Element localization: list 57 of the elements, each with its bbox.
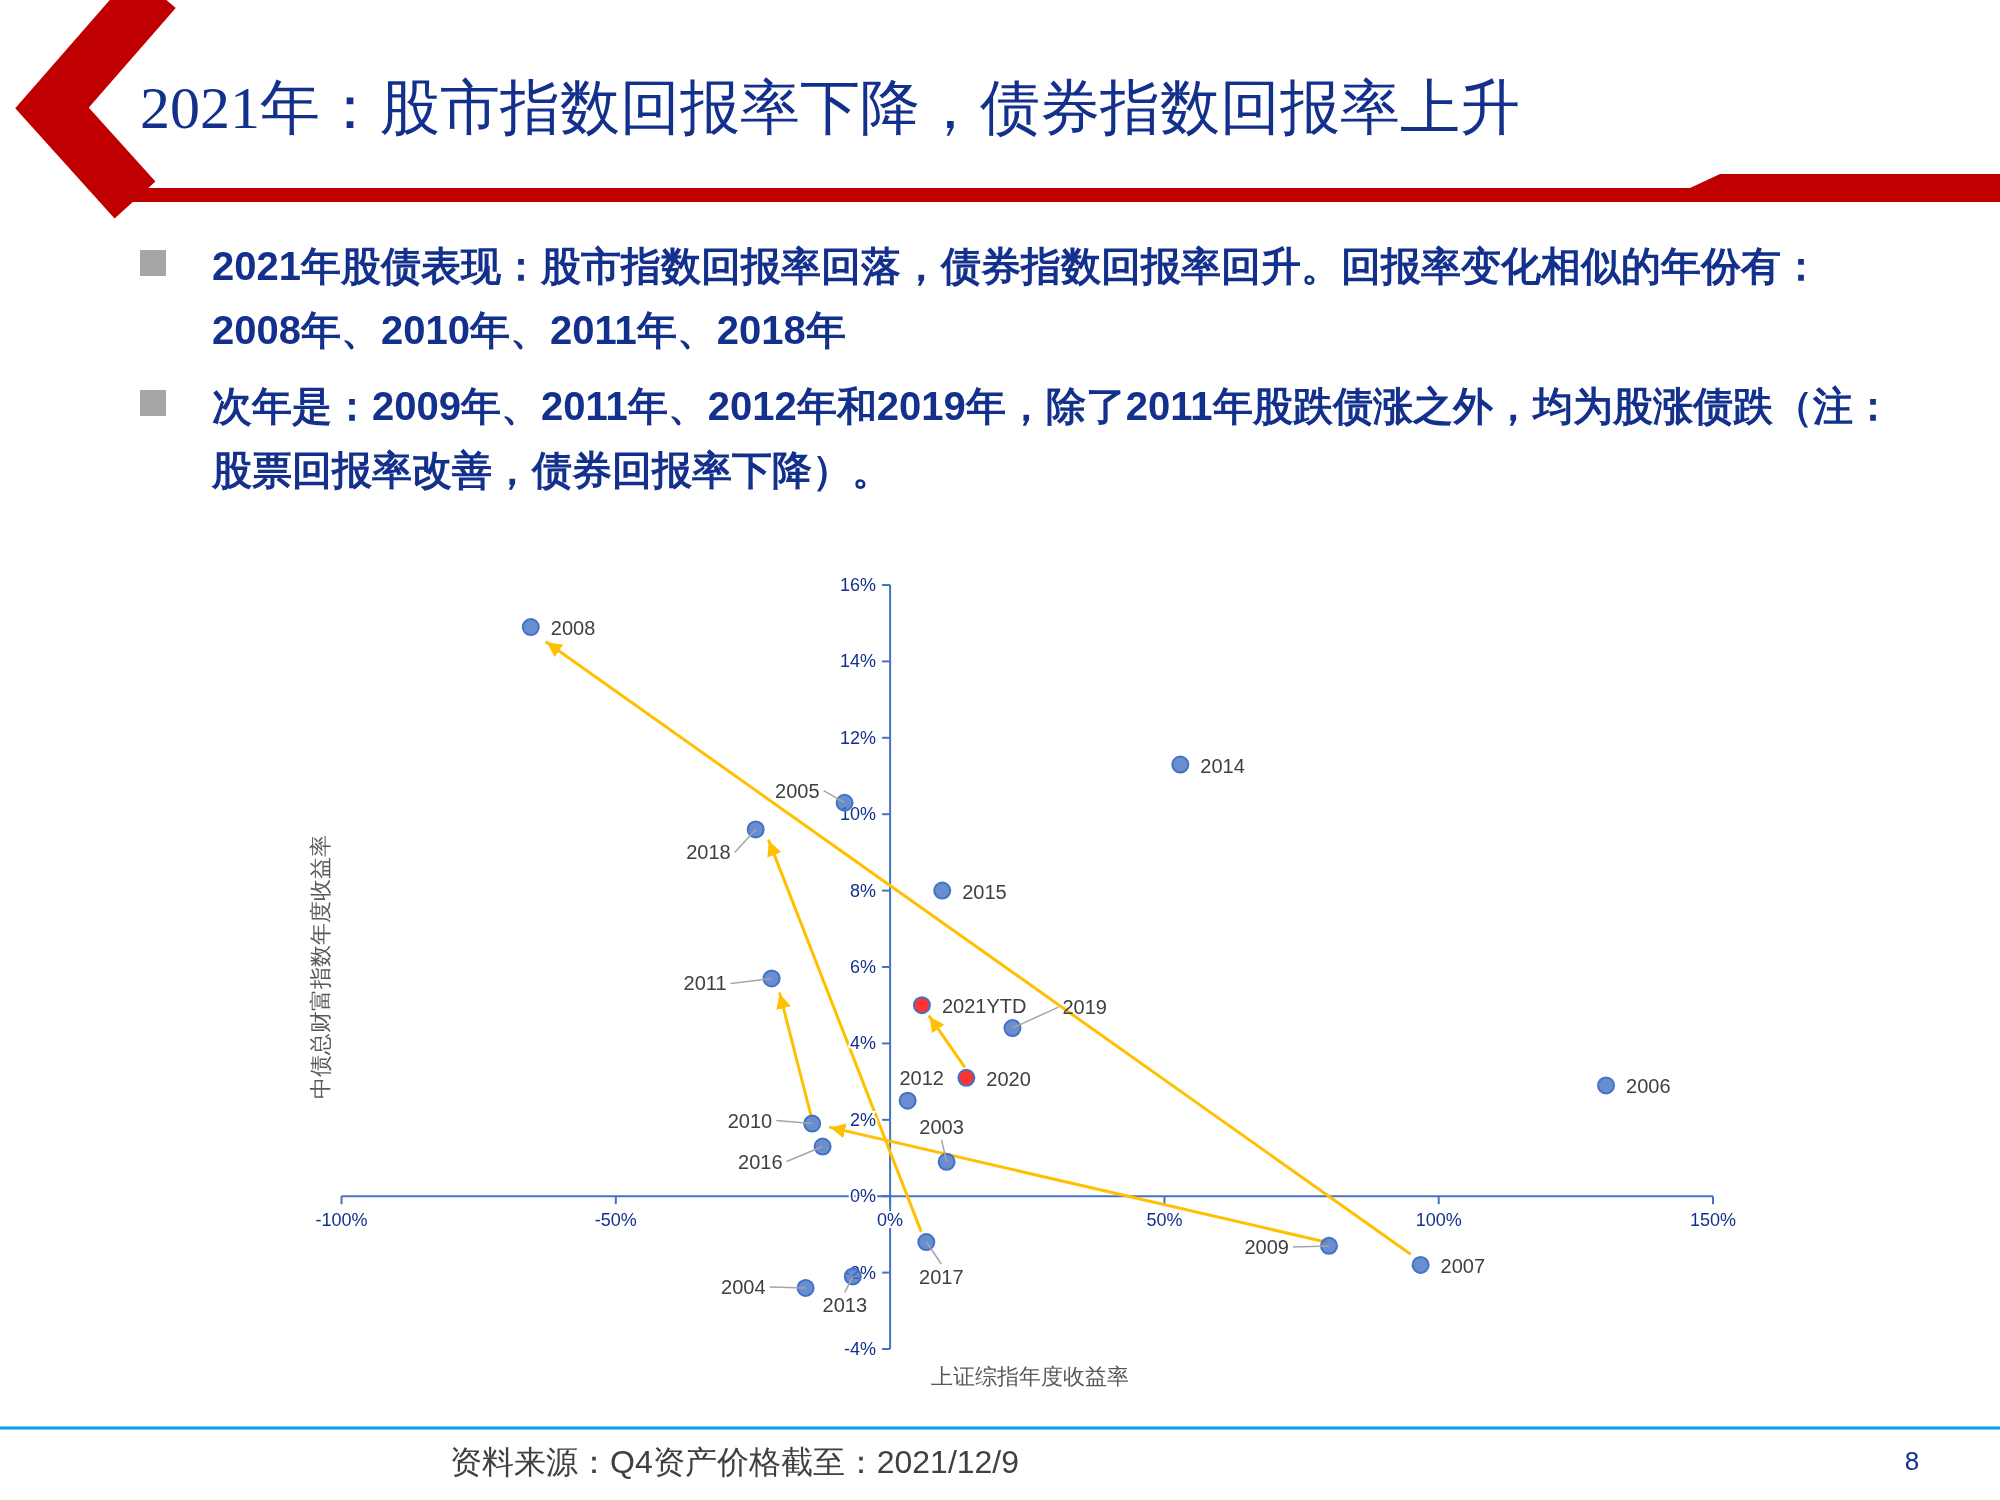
x-axis-title: 上证综指年度收益率 [931,1364,1129,1389]
point [1597,1076,1616,1095]
point [521,618,540,637]
point [912,996,931,1015]
text: 资料来源：Q4资产价格截至：2021/12/9 [450,1444,1020,1480]
annotation: 2014 [1200,754,1245,777]
annotation: 2013 [822,1294,868,1317]
point [898,1091,917,1110]
point [803,1114,822,1133]
point [746,820,765,839]
x-tick-label: 50% [1146,1210,1183,1231]
annotation: 2004 [721,1275,766,1298]
y-tick-label: 8% [850,880,877,901]
annotation: 2011 [683,972,727,995]
y-tick-label: -4% [844,1339,877,1359]
annotation: 2021YTD [941,995,1027,1018]
x-tick-label: -50% [594,1210,637,1231]
y-tick-label: 16% [840,575,877,595]
annotation: 2018 [686,841,731,864]
point [1411,1255,1430,1274]
y-axis-title: 中债总财富指数年度收益率 [308,835,333,1099]
text: 次年是：2009年、2011年、2012年和2019年，除了2011年股跌债涨之外，均为股涨债跌（注：股票回报率改善，债券回报率下降）。 [211,384,1893,492]
annotation: 2015 [962,880,1007,903]
y-tick-label: 2% [850,1109,877,1130]
chart-title: 2021年：股市指数回报率下降，债券指数回报率上升 [140,75,1520,141]
point [1319,1236,1338,1255]
text: 8 [1904,1446,1920,1476]
point [796,1278,815,1297]
point [957,1068,976,1087]
annotation: 2020 [986,1067,1031,1090]
point [937,1152,956,1171]
point [1003,1019,1022,1038]
annotation: 2006 [1626,1075,1671,1098]
annotation: 2007 [1440,1254,1486,1277]
annotation: 2016 [738,1150,783,1173]
y-tick-label: 4% [850,1033,877,1054]
y-tick-label: 6% [850,957,877,977]
y-tick-label: 14% [840,651,877,672]
point [917,1233,936,1252]
y-tick-label: 10% [840,804,877,825]
annotation: 2009 [1244,1235,1289,1258]
annotation: 2008 [550,617,596,640]
y-tick-label: 12% [840,727,877,748]
x-tick-label: 100% [1415,1210,1462,1231]
annotation: 2012 [899,1066,944,1089]
annotation: 2017 [919,1266,964,1289]
annotation: 2010 [727,1109,773,1132]
point [813,1137,832,1156]
x-tick-label: -100% [315,1210,368,1231]
point [933,881,952,900]
annotation: 2005 [775,779,820,802]
point [1171,755,1190,774]
x-tick-label: 150% [1689,1210,1737,1231]
annotation: 2019 [1062,996,1107,1019]
chart-subtitle: 2021年股债表现：股市指数回报率回落，债券指数回报率回升。回报率变化相似的年份有：2008年、2010年、2011年、2018年 [212,244,1821,352]
annotation: 2003 [919,1115,964,1138]
point [762,969,781,988]
